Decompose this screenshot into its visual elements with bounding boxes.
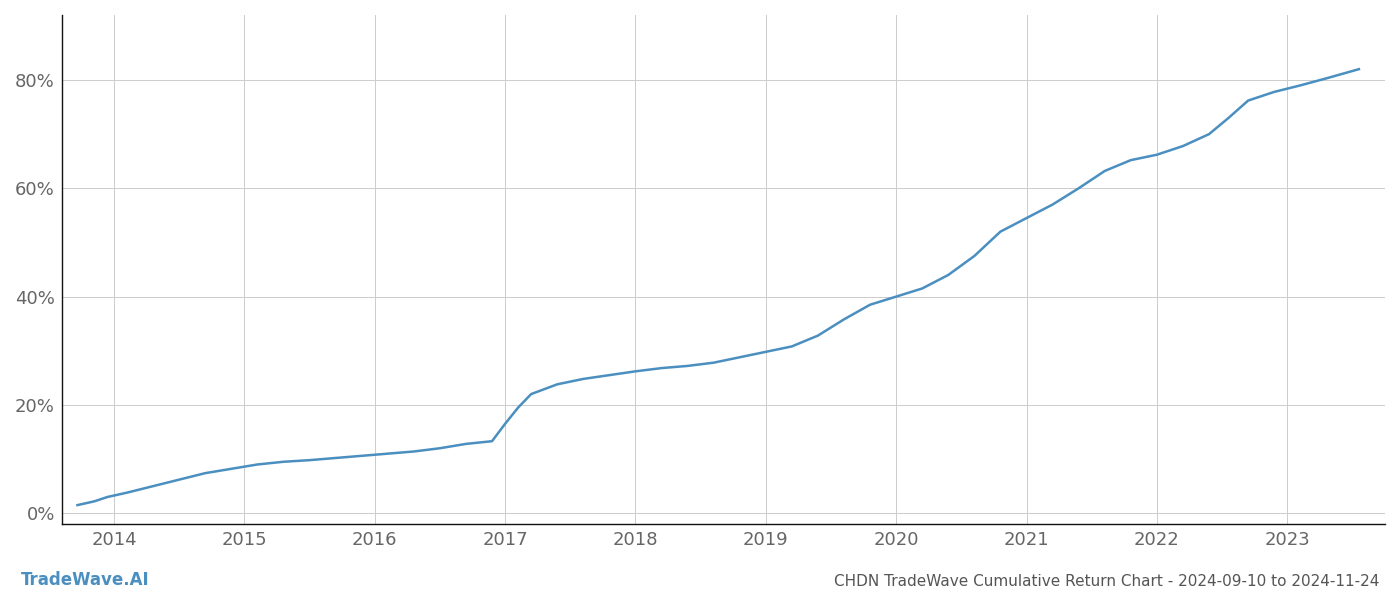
Text: TradeWave.AI: TradeWave.AI xyxy=(21,571,150,589)
Text: CHDN TradeWave Cumulative Return Chart - 2024-09-10 to 2024-11-24: CHDN TradeWave Cumulative Return Chart -… xyxy=(833,574,1379,589)
